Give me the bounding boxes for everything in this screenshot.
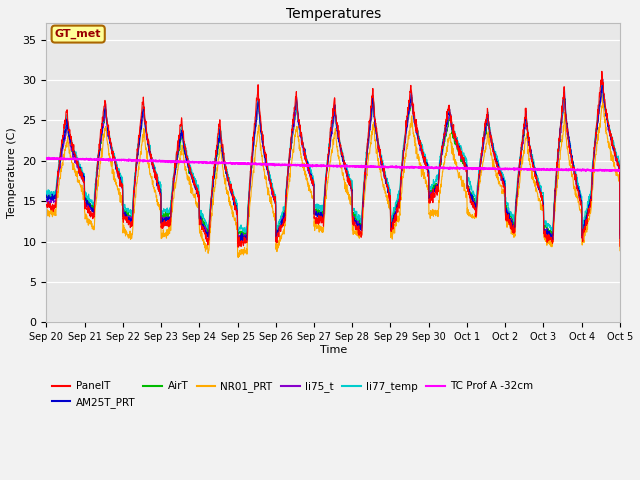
Y-axis label: Temperature (C): Temperature (C) [7, 128, 17, 218]
Title: Temperatures: Temperatures [285, 7, 381, 21]
X-axis label: Time: Time [319, 345, 347, 355]
Text: GT_met: GT_met [55, 29, 102, 39]
Legend: PanelT, AM25T_PRT, AirT, NR01_PRT, li75_t, li77_temp, TC Prof A -32cm: PanelT, AM25T_PRT, AirT, NR01_PRT, li75_… [52, 382, 533, 408]
